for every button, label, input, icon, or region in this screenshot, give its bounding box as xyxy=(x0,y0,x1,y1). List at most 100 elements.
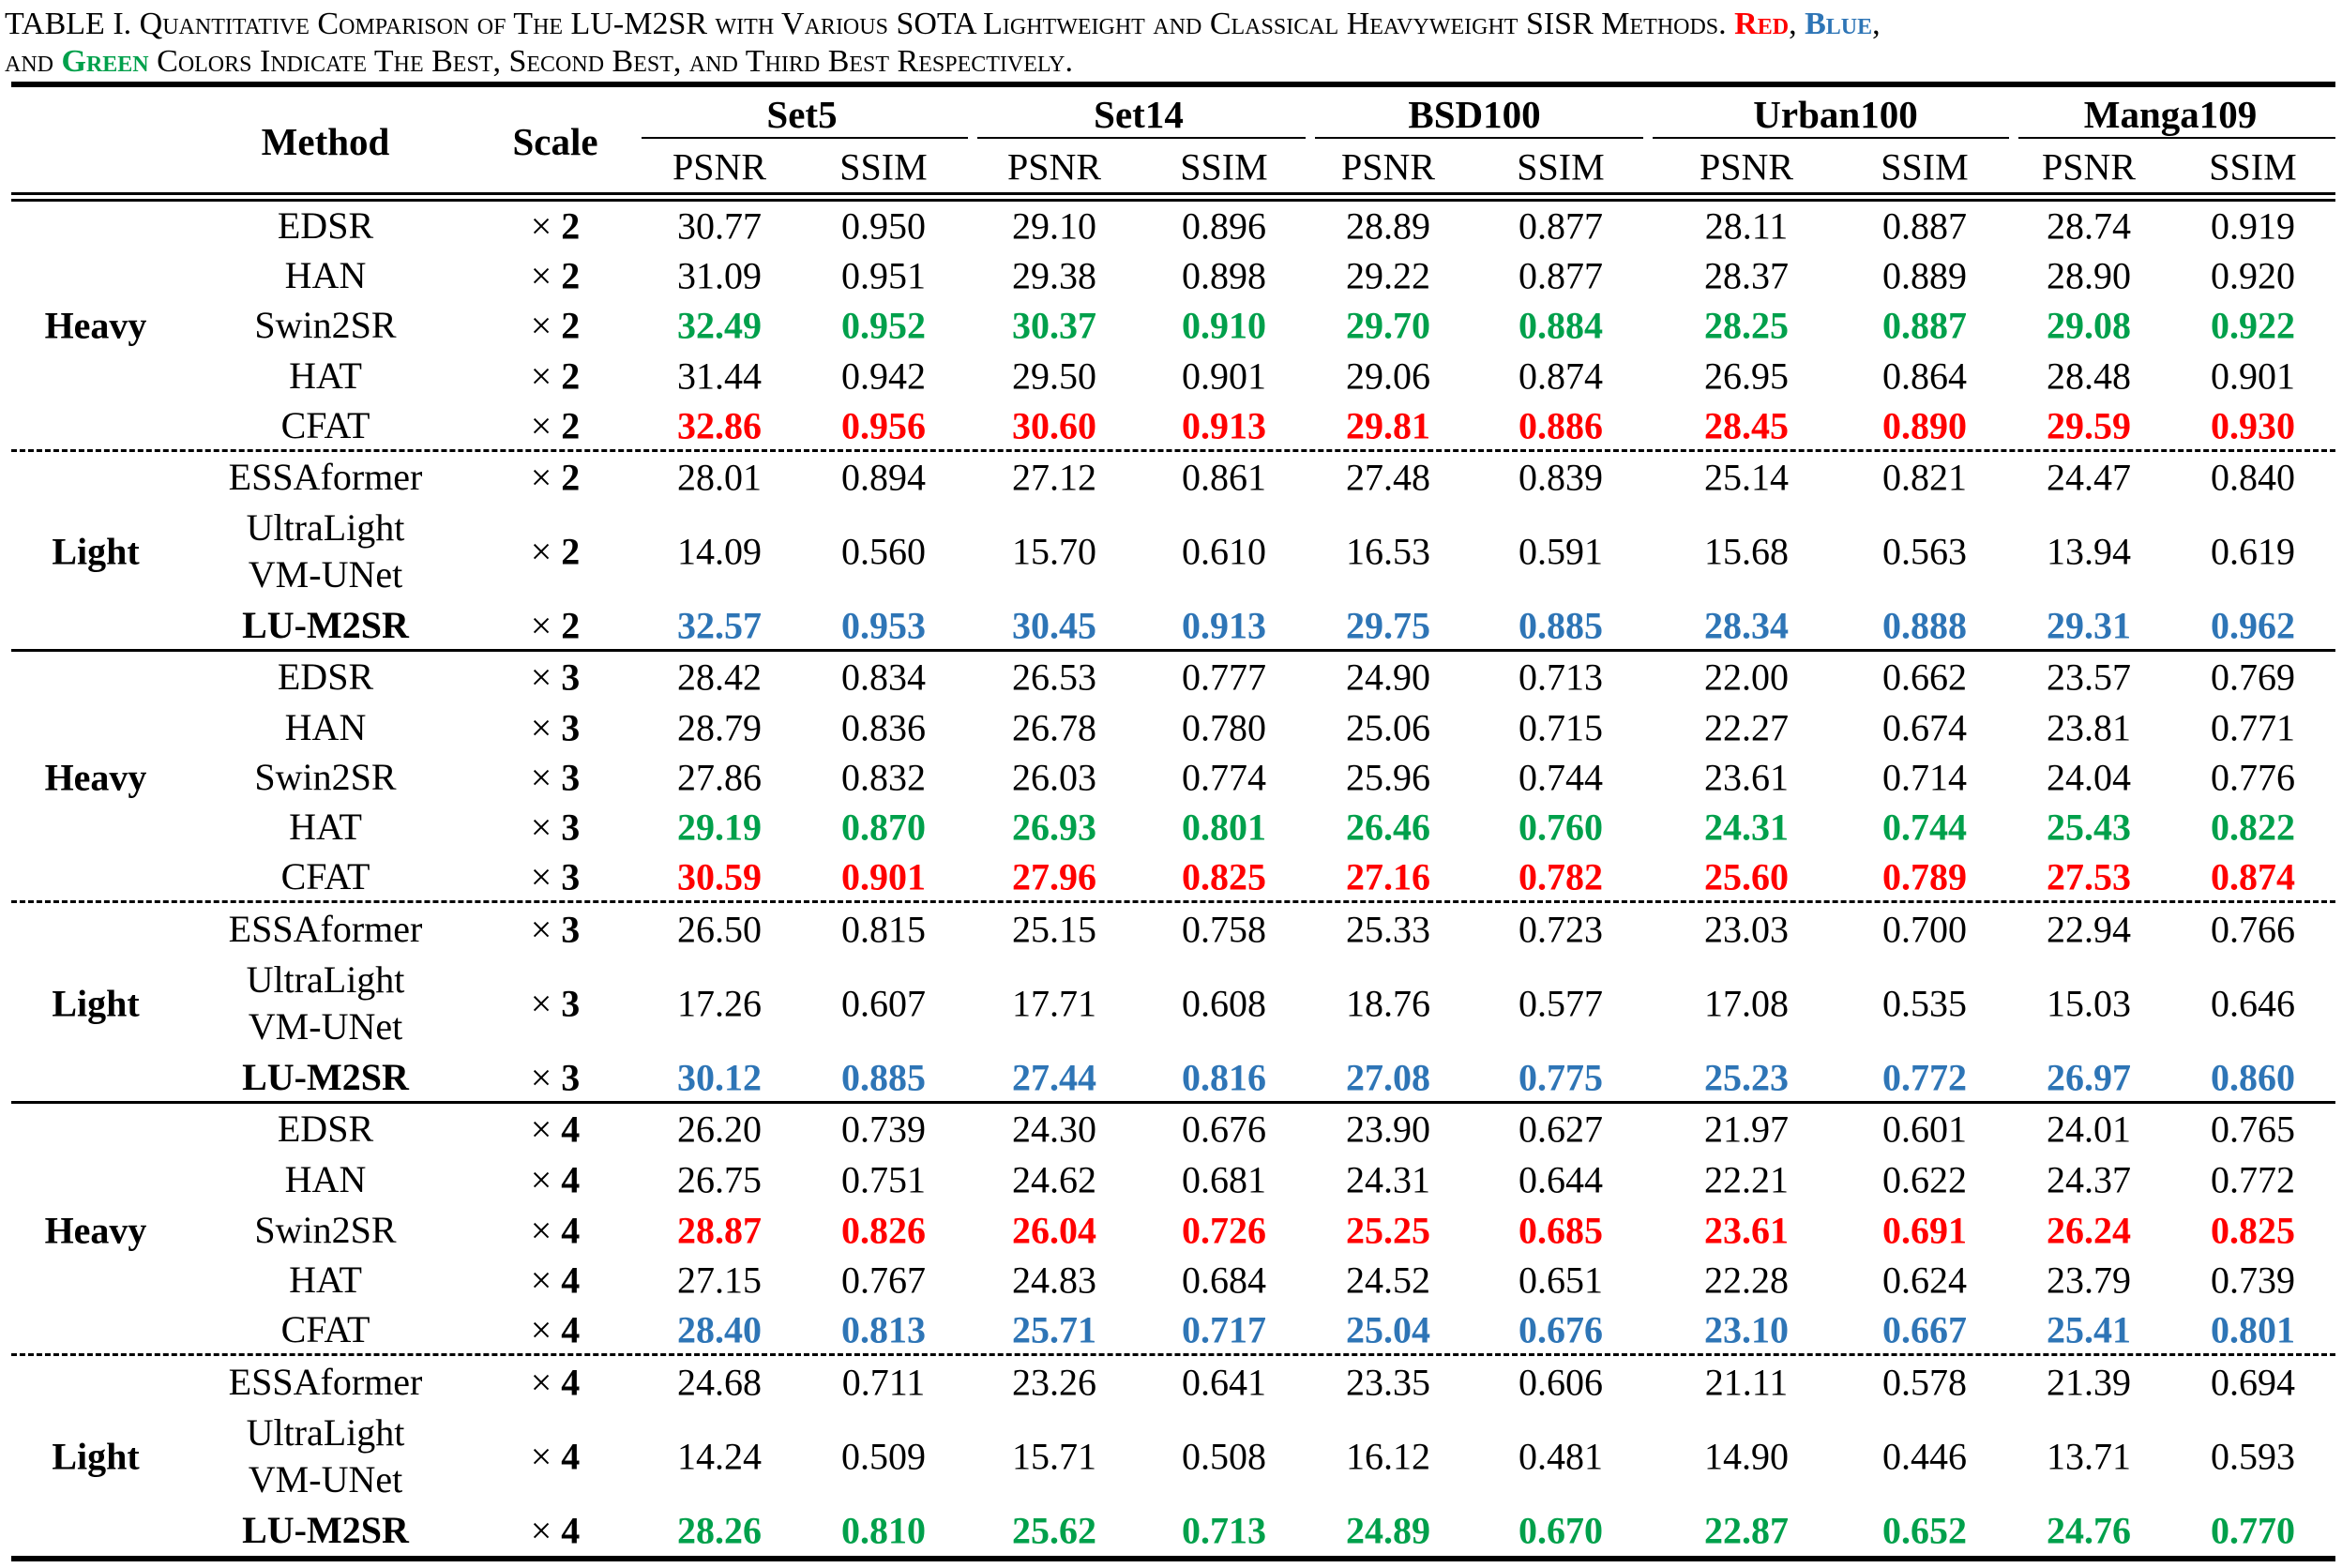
header-metric-ssim: SSIM xyxy=(1881,145,1969,188)
ssim-value: 0.962 xyxy=(2211,604,2295,647)
ssim-value: 0.765 xyxy=(2211,1108,2295,1151)
scale-symbol: × xyxy=(530,254,562,297)
ssim-value: 0.834 xyxy=(841,656,926,699)
psnr-value: 21.11 xyxy=(1704,1361,1789,1404)
psnr-value: 24.89 xyxy=(1346,1509,1430,1552)
psnr-value: 26.20 xyxy=(677,1108,762,1151)
ssim-value: 0.715 xyxy=(1519,706,1603,749)
caption-text-2: Colors Indicate The Best, Second Best, a… xyxy=(148,44,1073,79)
ssim-value: 0.771 xyxy=(2211,706,2295,749)
method-name: HAT xyxy=(289,804,362,851)
ssim-value: 0.739 xyxy=(2211,1259,2295,1302)
ssim-value: 0.840 xyxy=(2211,456,2295,499)
ssim-value: 0.772 xyxy=(1882,1056,1967,1099)
method-name: LU-M2SR xyxy=(242,602,409,649)
scale-factor: 4 xyxy=(561,1209,581,1252)
psnr-value: 30.59 xyxy=(677,855,762,898)
ssim-value: 0.509 xyxy=(841,1435,926,1478)
ssim-value: 0.874 xyxy=(1519,354,1603,398)
psnr-value: 17.71 xyxy=(1012,982,1096,1025)
ssim-value: 0.646 xyxy=(2211,982,2295,1025)
method-name: LU-M2SR xyxy=(242,1054,409,1101)
scale-cell: × 2 xyxy=(531,456,581,500)
psnr-value: 24.30 xyxy=(1012,1108,1096,1151)
scale-symbol: × xyxy=(530,404,562,447)
ssim-value: 0.825 xyxy=(2211,1209,2295,1252)
scale-symbol: × xyxy=(530,1435,562,1478)
psnr-value: 23.61 xyxy=(1704,756,1789,799)
ssim-value: 0.901 xyxy=(1182,354,1266,398)
ssim-value: 0.563 xyxy=(1882,530,1967,573)
ssim-value: 0.780 xyxy=(1182,706,1266,749)
psnr-value: 25.25 xyxy=(1346,1209,1430,1252)
psnr-value: 28.01 xyxy=(677,456,762,499)
method-name-line: UltraLight xyxy=(246,1411,405,1454)
method-name: HAT xyxy=(289,1257,362,1304)
caption-red-word: Red xyxy=(1734,7,1790,41)
scale-cell: × 2 xyxy=(531,204,581,249)
ssim-value: 0.930 xyxy=(2211,404,2295,447)
header-dataset-set14: Set14 xyxy=(1094,93,1184,136)
caption-blue-word: Blue xyxy=(1805,7,1873,41)
psnr-value: 30.12 xyxy=(677,1056,762,1099)
psnr-value: 29.31 xyxy=(2047,604,2131,647)
ssim-value: 0.901 xyxy=(841,855,926,898)
ssim-value: 0.651 xyxy=(1519,1259,1603,1302)
ssim-value: 0.920 xyxy=(2211,254,2295,297)
scale-cell: × 2 xyxy=(531,304,581,348)
psnr-value: 22.21 xyxy=(1704,1158,1789,1201)
scale-cell: × 3 xyxy=(531,756,581,800)
psnr-value: 27.16 xyxy=(1346,855,1430,898)
method-name: HAN xyxy=(285,704,367,751)
psnr-value: 24.04 xyxy=(2047,756,2131,799)
scale-factor: 3 xyxy=(561,806,581,849)
header-metric-psnr: PSNR xyxy=(2041,145,2137,188)
psnr-value: 25.60 xyxy=(1704,855,1789,898)
method-name-line: EDSR xyxy=(277,1108,374,1150)
scale-cell: × 2 xyxy=(531,354,581,399)
psnr-value: 23.35 xyxy=(1346,1361,1430,1404)
scale-separator-rule xyxy=(11,649,2335,652)
ssim-value: 0.772 xyxy=(2211,1158,2295,1201)
header-method: Method xyxy=(261,120,390,163)
scale-cell: × 4 xyxy=(531,1259,581,1303)
ssim-value: 0.770 xyxy=(2211,1509,2295,1552)
caption-text-1: Quantitative Comparison of The LU-M2SR w… xyxy=(139,7,1735,41)
method-name-line: VM-UNet xyxy=(248,553,403,596)
psnr-value: 29.75 xyxy=(1346,604,1430,647)
ssim-value: 0.560 xyxy=(841,530,926,573)
ssim-value: 0.700 xyxy=(1882,908,1967,951)
ssim-value: 0.832 xyxy=(841,756,926,799)
ssim-value: 0.919 xyxy=(2211,204,2295,248)
scale-symbol: × xyxy=(530,1308,562,1351)
method-name: UltraLight VM-UNet xyxy=(247,1410,405,1503)
psnr-value: 25.96 xyxy=(1346,756,1430,799)
header-metric-ssim: SSIM xyxy=(839,145,928,188)
ssim-value: 0.782 xyxy=(1519,855,1603,898)
scale-symbol: × xyxy=(530,1108,562,1151)
psnr-value: 27.08 xyxy=(1346,1056,1430,1099)
header-dataset-underline xyxy=(977,137,1306,139)
ssim-value: 0.864 xyxy=(1882,354,1967,398)
psnr-value: 24.52 xyxy=(1346,1259,1430,1302)
ssim-value: 0.825 xyxy=(1182,855,1266,898)
ssim-value: 0.641 xyxy=(1182,1361,1266,1404)
method-name-line: UltraLight xyxy=(246,506,405,549)
psnr-value: 18.76 xyxy=(1346,982,1430,1025)
scale-factor: 4 xyxy=(561,1509,581,1552)
ssim-value: 0.726 xyxy=(1182,1209,1266,1252)
psnr-value: 27.12 xyxy=(1012,456,1096,499)
method-name-line: ESSAformer xyxy=(228,456,423,498)
caption-sep-1: , xyxy=(1789,7,1806,41)
psnr-value: 29.19 xyxy=(677,806,762,849)
ssim-value: 0.952 xyxy=(841,304,926,347)
ssim-value: 0.766 xyxy=(2211,908,2295,951)
method-name-line: HAN xyxy=(284,706,367,748)
ssim-value: 0.608 xyxy=(1182,982,1266,1025)
ssim-value: 0.713 xyxy=(1182,1509,1266,1552)
method-name: CFAT xyxy=(281,402,370,449)
psnr-value: 28.45 xyxy=(1704,404,1789,447)
psnr-value: 23.79 xyxy=(2047,1259,2131,1302)
group-label-heavy: Heavy xyxy=(44,756,147,799)
scale-symbol: × xyxy=(530,706,562,749)
